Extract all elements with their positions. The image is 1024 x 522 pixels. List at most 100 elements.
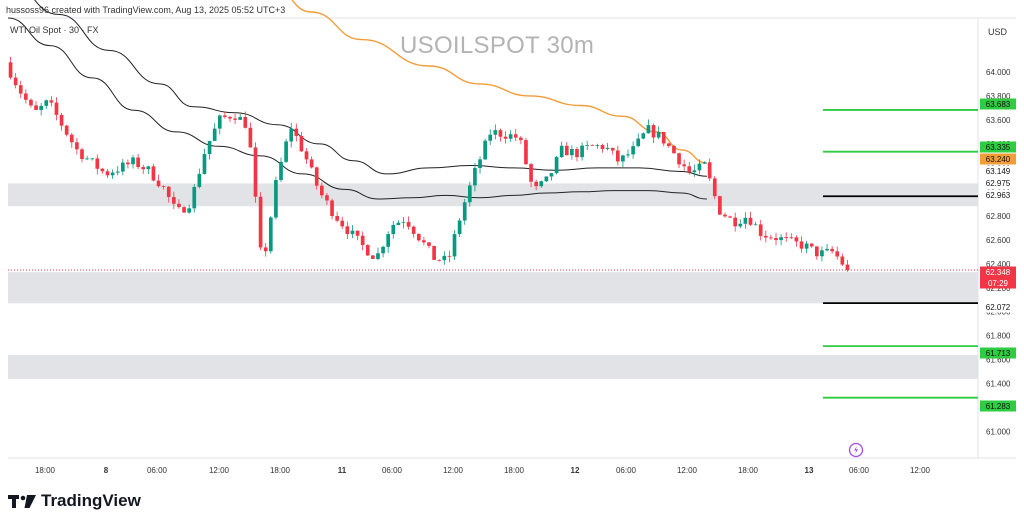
moving-average-line	[34, 0, 707, 177]
price-axis[interactable]: 64.00063.80063.60063.40063.20063.00062.8…	[986, 68, 1011, 437]
time-tick-label: 06:00	[382, 466, 403, 475]
candle-body	[488, 134, 493, 141]
candle-body	[238, 116, 243, 120]
candle-body	[473, 168, 477, 186]
price-label-box	[980, 266, 1016, 278]
candle-body	[406, 221, 411, 227]
price-label-box	[980, 301, 1016, 313]
candle-body	[595, 145, 600, 146]
candle-body	[814, 246, 819, 257]
candle-body	[422, 240, 426, 243]
candle-body	[411, 226, 416, 234]
zones-layer	[8, 183, 978, 379]
time-tick-label: 18:00	[35, 466, 56, 475]
candle-body	[268, 217, 273, 252]
candle-body	[447, 255, 452, 257]
candle-body	[539, 181, 544, 187]
candle-body	[626, 154, 630, 156]
candle-body	[95, 158, 100, 169]
candle-body	[120, 162, 125, 172]
candle-body	[319, 185, 324, 196]
candle-body	[381, 246, 385, 254]
candle-body	[590, 144, 595, 146]
candle-body	[845, 264, 850, 271]
candle-body	[253, 147, 258, 197]
candle-body	[192, 186, 197, 209]
price-tick-label: 61.800	[986, 332, 1011, 341]
time-tick-label: 11	[338, 466, 347, 475]
price-label-text: 07:29	[988, 279, 1009, 288]
candle-body	[325, 195, 329, 201]
candle-body	[723, 214, 727, 217]
candle-body	[498, 130, 503, 137]
candle-body	[437, 259, 442, 261]
candle-body	[427, 242, 431, 246]
candle-body	[442, 255, 447, 261]
price-label-box	[980, 277, 1016, 289]
candle-body	[396, 222, 401, 225]
time-tick-label: 18:00	[504, 466, 525, 475]
candle-body	[24, 93, 28, 100]
candle-body	[80, 149, 84, 160]
candle-body	[804, 243, 809, 249]
price-label-text: 62.963	[986, 191, 1011, 200]
currency-label[interactable]: USD	[988, 27, 1008, 37]
candle-body	[513, 134, 518, 138]
candle-body	[493, 130, 498, 135]
candle-body	[682, 164, 686, 167]
candle-body	[575, 148, 579, 158]
candle-body	[524, 140, 528, 165]
symbol-label[interactable]: WTI Oil Spot · 30 · FX	[10, 25, 99, 35]
candle-body	[151, 166, 156, 181]
candle-body	[794, 237, 799, 242]
time-axis[interactable]: 18:00 8 06:00 12:00 18:00 11 06:00 12:00 18:00 12…	[35, 466, 931, 475]
candle-body	[274, 180, 278, 218]
candle-body	[44, 100, 49, 106]
candle-body	[544, 176, 549, 182]
candle-body	[212, 128, 217, 141]
support-resistance-zone	[8, 183, 978, 207]
candle-body	[835, 251, 840, 257]
price-label-text: 62.072	[986, 303, 1011, 312]
candle-body	[360, 235, 365, 246]
candle-body	[743, 217, 748, 224]
price-tick-label: 63.600	[986, 116, 1011, 125]
tradingview-logo[interactable]: TradingView	[8, 491, 141, 511]
candle-body	[233, 118, 237, 120]
price-chart[interactable]: 64.00063.80063.60063.40063.20063.00062.8…	[0, 0, 1024, 490]
candle-body	[707, 162, 712, 179]
candle-body	[146, 166, 151, 170]
candle-body	[809, 243, 814, 247]
candle-body	[432, 245, 436, 260]
candle-body	[314, 167, 319, 186]
candle-body	[294, 128, 299, 136]
candle-body	[330, 200, 334, 217]
price-label-box	[980, 400, 1016, 412]
candle-body	[85, 158, 89, 160]
time-tick-label: 06:00	[147, 466, 168, 475]
time-tick-label: 8	[104, 466, 109, 475]
candle-body	[217, 115, 222, 129]
candle-body	[131, 157, 135, 165]
candle-body	[371, 255, 375, 259]
alert-icon[interactable]	[848, 442, 864, 458]
candle-body	[600, 145, 605, 149]
support-resistance-zone	[8, 354, 978, 379]
time-tick-label: 12:00	[209, 466, 230, 475]
price-tick-label: 64.000	[986, 68, 1011, 77]
candle-body	[554, 157, 559, 174]
time-tick-label: 06:00	[849, 466, 870, 475]
candle-body	[570, 148, 574, 156]
candle-body	[110, 172, 115, 176]
candle-body	[457, 220, 462, 235]
candle-body	[651, 125, 656, 138]
candle-body	[769, 237, 773, 239]
candle-body	[136, 157, 140, 168]
time-tick-label: 18:00	[738, 466, 759, 475]
candle-body	[197, 173, 202, 187]
candle-body	[687, 166, 692, 173]
candle-body	[789, 237, 794, 239]
price-tick-label: 63.800	[986, 92, 1011, 101]
candle-body	[29, 99, 33, 106]
candle-body	[54, 102, 59, 115]
